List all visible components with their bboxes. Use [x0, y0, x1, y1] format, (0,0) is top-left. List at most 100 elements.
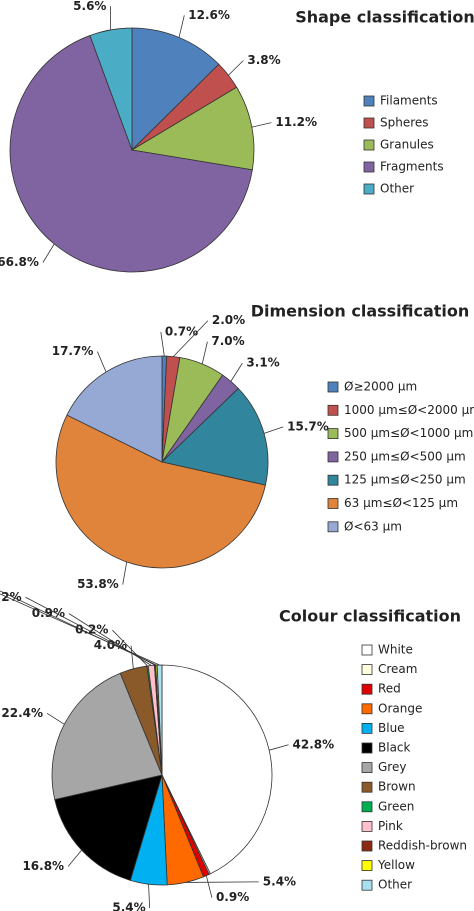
legend-label: Filaments — [380, 94, 438, 108]
legend-label: Reddish-brown — [378, 839, 467, 853]
leader-line — [68, 613, 152, 666]
leader-line — [205, 875, 213, 898]
legend-label: 125 µm≤Ø<250 µm — [344, 473, 466, 487]
data-label: 12.6% — [188, 8, 230, 22]
legend-swatch — [327, 428, 339, 440]
pie-slice — [161, 387, 269, 486]
legend-swatch — [327, 521, 339, 533]
data-label: 0.9% — [216, 890, 249, 904]
leader-line — [42, 243, 55, 263]
legend-swatch — [361, 860, 373, 871]
pie-slice — [131, 27, 220, 151]
data-label: 3.1% — [246, 356, 279, 370]
legend-swatch — [363, 139, 375, 151]
legend-label: Black — [378, 741, 411, 755]
data-label: 53.8% — [77, 577, 119, 591]
leader-line — [148, 884, 151, 909]
legend-swatch — [361, 879, 373, 891]
legend-label: 500 µm≤Ø<1000 µm — [344, 426, 473, 440]
leader-line — [173, 320, 209, 357]
chart-title: Shape classification — [295, 8, 474, 27]
data-label: 2.0% — [212, 313, 245, 327]
data-label: 11.2% — [275, 115, 317, 129]
legend-label: Ø<63 µm — [344, 519, 402, 533]
legend-label: 1000 µm≤Ø<2000 µm — [344, 403, 474, 417]
leader-line — [67, 849, 82, 867]
legend-label: Fragments — [380, 160, 444, 174]
legend-label: Other — [378, 878, 412, 892]
legend-label: Grey — [378, 760, 406, 774]
data-label: 4.0% — [94, 638, 127, 652]
pie-slice — [66, 355, 163, 463]
data-label: 5.4% — [263, 874, 296, 888]
data-label: 17.7% — [52, 344, 94, 358]
legend-label: Yellow — [377, 858, 415, 872]
legend-label: Blue — [378, 721, 405, 735]
data-label: 66.8% — [0, 255, 39, 269]
legend-swatch — [361, 762, 373, 773]
leader-line — [178, 15, 185, 38]
leader-line — [122, 561, 128, 585]
legend-swatch — [363, 183, 375, 195]
legend-swatch — [327, 381, 339, 393]
legend-label: Other — [380, 182, 414, 196]
data-label: 22.4% — [1, 706, 43, 720]
leader-line — [228, 60, 244, 76]
legend-swatch — [361, 644, 373, 656]
legend-swatch — [361, 703, 373, 715]
legend-label: Red — [378, 682, 401, 696]
leader-line — [0, 590, 157, 666]
leader-line — [263, 426, 284, 434]
chart-title: Dimension classification — [251, 302, 470, 321]
leader-line — [251, 122, 272, 128]
pie-slice — [161, 664, 273, 875]
data-label: 7.0% — [211, 334, 244, 348]
legend-label: Green — [378, 799, 414, 813]
legend-label: Spheres — [380, 116, 429, 130]
legend-swatch — [361, 781, 373, 793]
chart-title: Colour classification — [279, 607, 461, 626]
legend-label: Orange — [378, 701, 422, 715]
legend-label: Granules — [380, 138, 434, 152]
legend-swatch — [361, 742, 373, 754]
pie-slice — [89, 27, 133, 151]
legend-swatch — [363, 117, 375, 129]
leader-line — [230, 362, 243, 382]
leader-line — [185, 881, 259, 883]
data-label: 3.8% — [247, 53, 280, 67]
leader-line — [201, 341, 208, 365]
legend-swatch — [361, 723, 373, 734]
pie-slice — [9, 34, 253, 273]
leader-line — [269, 744, 289, 751]
leader-line — [0, 593, 160, 666]
legend-label: 250 µm≤Ø<500 µm — [344, 449, 466, 463]
data-label: 16.8% — [22, 859, 64, 873]
legend-swatch — [361, 821, 373, 832]
legend-swatch — [361, 664, 373, 675]
data-label: 15.7% — [287, 419, 329, 433]
data-label: 5.4% — [112, 900, 145, 911]
legend-swatch — [327, 498, 339, 509]
legend-label: Brown — [378, 780, 416, 794]
legend-swatch — [327, 451, 339, 463]
legend-swatch — [361, 801, 373, 813]
legend-label: Ø≥2000 µm — [344, 380, 417, 394]
legend-label: Cream — [378, 662, 417, 676]
legend-label: Pink — [378, 819, 403, 833]
leader-line — [160, 331, 165, 357]
data-label: 42.8% — [293, 737, 335, 751]
legend-swatch — [363, 95, 375, 107]
leader-line — [46, 712, 65, 725]
data-label: 0.2% — [0, 590, 22, 604]
leader-line — [97, 351, 107, 373]
legend-label: White — [378, 643, 413, 657]
leader-line — [112, 629, 148, 667]
legend-label: 63 µm≤Ø<125 µm — [344, 496, 458, 510]
legend-swatch — [361, 840, 373, 852]
data-label: 5.6% — [73, 0, 106, 13]
data-label: 0.7% — [165, 325, 198, 339]
legend-swatch — [361, 683, 373, 695]
legend-swatch — [363, 161, 375, 173]
legend-swatch — [327, 404, 339, 416]
